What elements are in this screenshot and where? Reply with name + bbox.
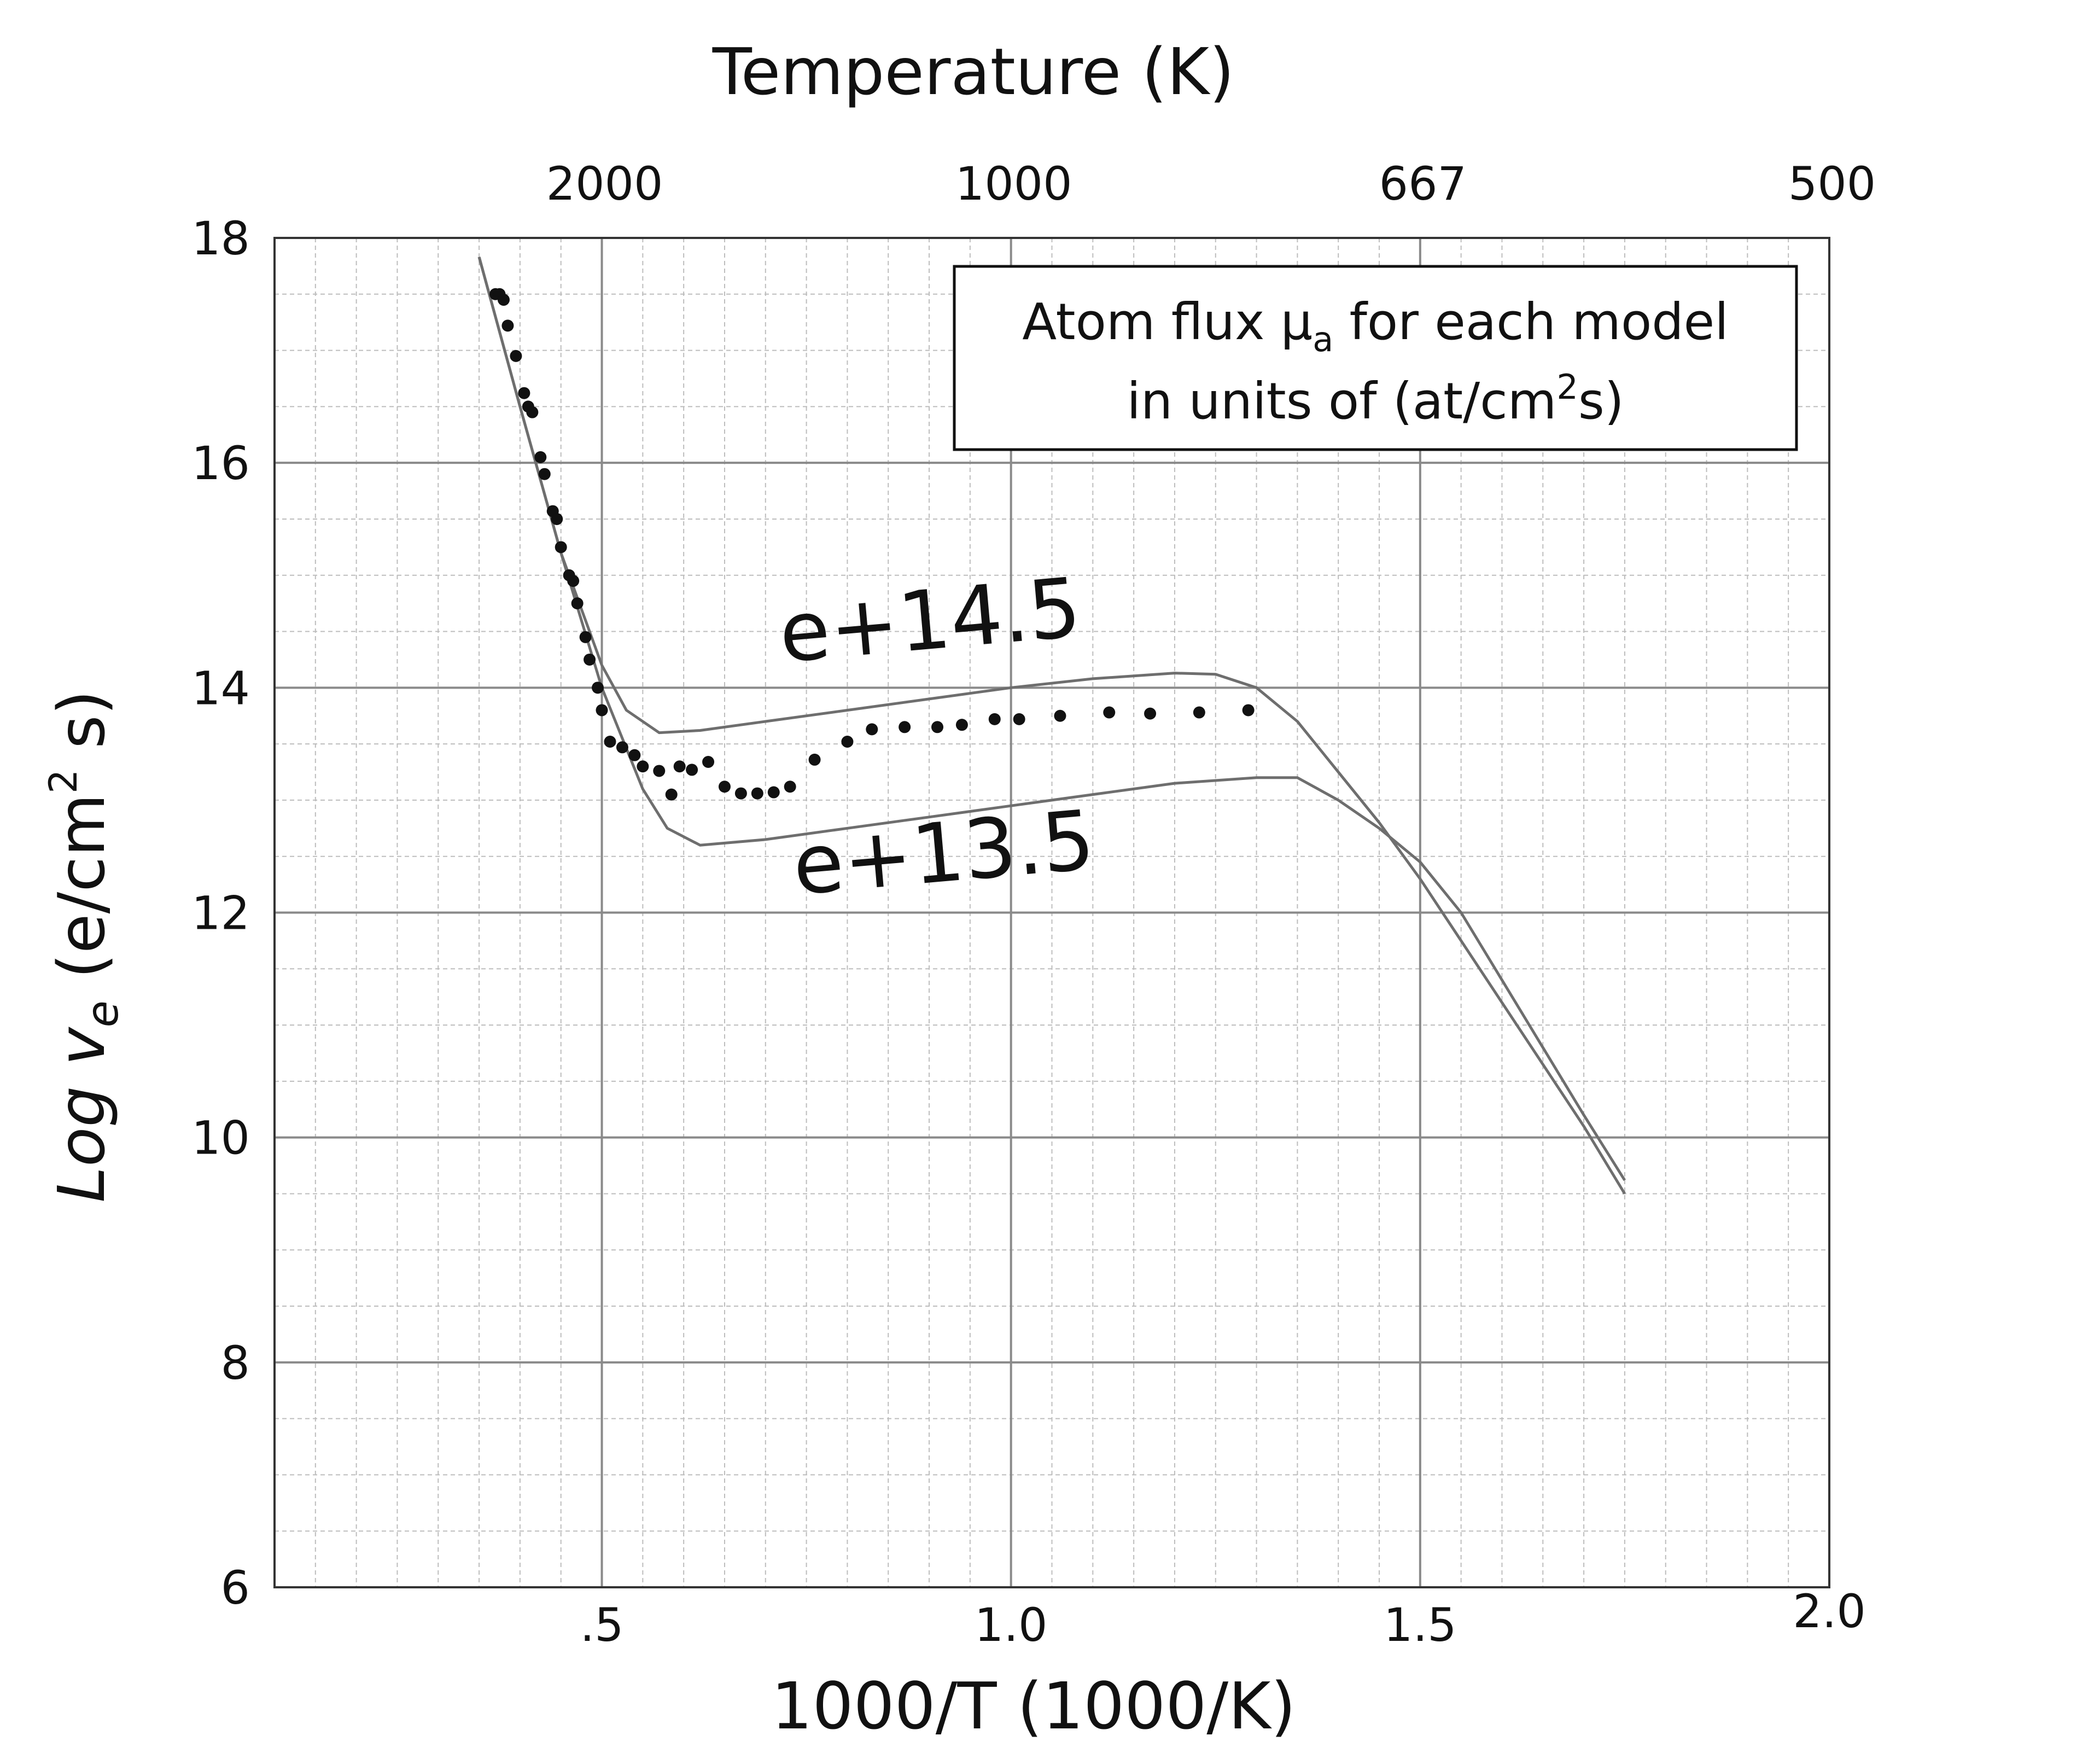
y-axis-title-prefix: Log v xyxy=(44,1026,119,1202)
annotation-line2-b: s) xyxy=(1578,372,1624,430)
annotation-line1-sub: a xyxy=(1312,319,1333,359)
data-point xyxy=(1054,709,1066,722)
y-axis-title: Log ve (e/cm2 s) xyxy=(41,690,128,1202)
data-point xyxy=(538,468,551,480)
x-tick-label: 1.0 xyxy=(975,1598,1048,1652)
annotation-line1-rest: for each model xyxy=(1333,293,1729,351)
y-tick-label: 16 xyxy=(191,436,250,490)
data-point xyxy=(808,753,821,766)
annotation-frame xyxy=(953,265,1798,451)
curve-label-upper: e+14.5 xyxy=(775,560,1084,681)
data-point xyxy=(665,788,678,801)
data-point xyxy=(501,319,514,332)
annotation-box: Atom flux μa for each model in units of … xyxy=(953,265,1798,451)
x-axis-title: 1000/T (1000/K) xyxy=(771,1668,1296,1744)
y-axis-title-sup: 2 xyxy=(41,769,86,794)
data-point xyxy=(551,512,563,525)
data-point xyxy=(518,387,530,399)
data-point xyxy=(1103,706,1116,719)
data-point xyxy=(653,765,666,777)
series-line-1 xyxy=(477,257,1626,1195)
annotation-line1: Atom flux μa for each model xyxy=(1022,293,1729,359)
data-point xyxy=(1193,706,1205,719)
data-point xyxy=(866,723,878,736)
data-point xyxy=(673,760,686,773)
y-tick-label: 18 xyxy=(191,212,250,265)
top-tick-label: 667 xyxy=(1379,157,1467,211)
data-point xyxy=(841,736,854,748)
data-point xyxy=(702,756,715,768)
x-tick-label: 1.5 xyxy=(1384,1598,1457,1652)
plot-frame xyxy=(273,237,1830,1588)
y-tick-label: 8 xyxy=(221,1336,250,1390)
data-point xyxy=(899,721,911,733)
y-tick-label: 10 xyxy=(191,1111,250,1165)
data-point xyxy=(1144,707,1157,720)
y-tick-label: 14 xyxy=(191,661,250,715)
annotation-line2-sup: 2 xyxy=(1556,367,1578,407)
y-axis-title-main-a: (e/cm xyxy=(44,794,119,979)
data-point xyxy=(955,719,968,731)
x-tick-label: .5 xyxy=(580,1598,623,1652)
data-point xyxy=(718,781,731,793)
data-point xyxy=(734,787,747,800)
y-axis-title-sub: e xyxy=(77,1000,128,1027)
data-point xyxy=(592,682,604,694)
data-point xyxy=(571,597,584,610)
data-point xyxy=(616,741,628,754)
data-point xyxy=(596,704,608,717)
y-tick-label: 12 xyxy=(191,887,250,940)
data-point xyxy=(604,736,616,748)
data-point xyxy=(1013,713,1025,725)
data-point xyxy=(497,294,510,306)
y-axis-title-main-b: s) xyxy=(44,690,119,769)
annotation-line2: in units of (at/cm2s) xyxy=(1127,367,1624,430)
data-point xyxy=(534,451,547,463)
y-tick-label: 6 xyxy=(221,1561,250,1615)
data-point xyxy=(637,760,649,773)
data-point xyxy=(931,721,944,733)
top-tick-label: 1000 xyxy=(955,157,1072,211)
top-tick-label: 2000 xyxy=(546,157,663,211)
top-tick-label: 500 xyxy=(1788,157,1876,211)
data-point xyxy=(686,764,698,776)
top-axis-title: Temperature (K) xyxy=(712,34,1234,109)
data-point xyxy=(510,350,522,362)
data-point xyxy=(767,786,780,799)
annotation-line1-text: Atom flux μ xyxy=(1022,293,1312,351)
data-point xyxy=(526,406,539,418)
curve-label-lower: e+13.5 xyxy=(789,793,1098,913)
data-point xyxy=(988,713,1001,725)
data-point xyxy=(579,631,592,643)
data-point xyxy=(1242,704,1255,717)
data-point xyxy=(584,653,596,666)
data-point xyxy=(751,787,763,800)
x-tick-label: 2.0 xyxy=(1793,1585,1866,1638)
series-layer xyxy=(477,257,1626,1195)
data-point xyxy=(555,541,567,554)
data-point xyxy=(784,781,796,793)
data-point xyxy=(567,575,580,587)
annotation-line2-a: in units of (at/cm xyxy=(1127,372,1556,430)
data-point xyxy=(628,749,641,761)
tick-layer: 6 8 10 12 14 16 18 .5 1.0 1.5 2.0 2000 1000 667 500 xyxy=(191,157,1876,1652)
